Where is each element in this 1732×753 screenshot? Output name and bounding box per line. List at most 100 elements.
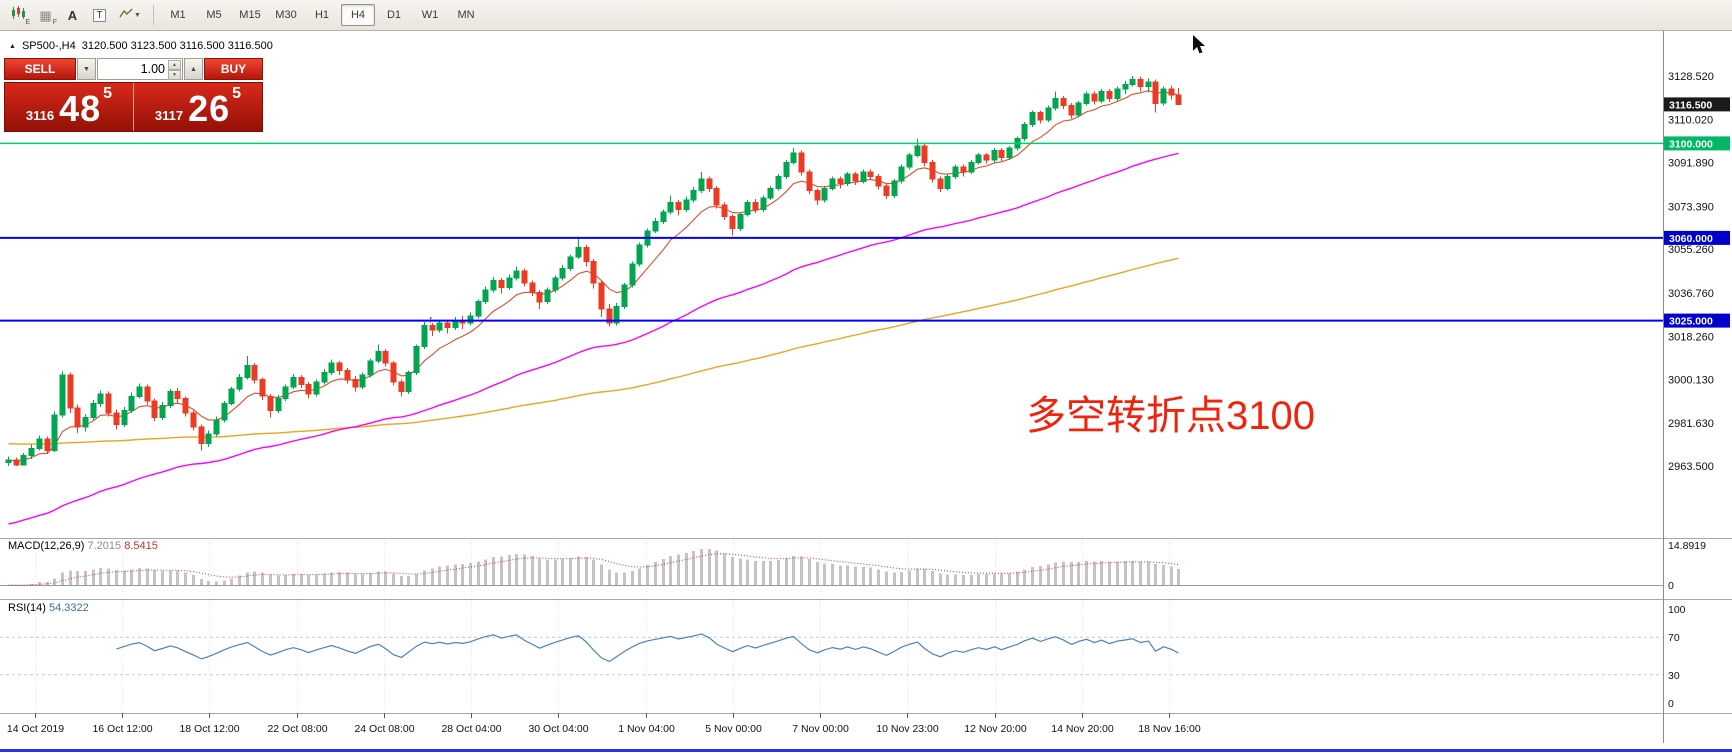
- candle-body: [752, 202, 759, 211]
- candle-body: [1175, 94, 1182, 105]
- svg-text:3073.390: 3073.390: [1668, 201, 1714, 213]
- svg-text:14.8919: 14.8919: [1668, 540, 1706, 552]
- candle-body: [798, 152, 805, 173]
- candle-body: [567, 256, 574, 270]
- svg-text:14 Nov 20:00: 14 Nov 20:00: [1051, 723, 1114, 735]
- time-axis[interactable]: 14 Oct 2019 16 Oct 12:00 18 Oct 12:00 22 Oc…: [7, 713, 1201, 735]
- candle-body: [1129, 79, 1136, 85]
- candle-body: [413, 346, 420, 374]
- candle-body: [929, 161, 936, 180]
- candle-body: [236, 376, 243, 390]
- svg-text:3100.000: 3100.000: [1669, 138, 1713, 150]
- candle-body: [983, 154, 990, 161]
- candle-body: [190, 412, 197, 428]
- candle-body: [167, 391, 174, 407]
- price-chart-canvas[interactable]: ↑ 3128.520 3110.020 3091.890 3073.390 3055.26…: [0, 31, 1732, 753]
- timeframe-button-W1[interactable]: W1: [421, 9, 439, 21]
- macd-name: MACD(12,26,9): [8, 540, 85, 552]
- svg-text:3091.890: 3091.890: [1668, 158, 1714, 170]
- price-tag-3116.5: [1664, 97, 1730, 112]
- candle-body: [367, 360, 374, 376]
- candle-body: [97, 393, 104, 404]
- candle-body: [721, 204, 728, 218]
- price-axis[interactable]: 3128.520 3110.020 3091.890 3073.390 3055.260…: [1668, 71, 1714, 710]
- candle-body: [467, 315, 474, 324]
- sell-button[interactable]: SELL: [4, 58, 76, 80]
- symbol-header: ▲ SP500-,H4 3120.500 3123.500 3116.500 3…: [9, 40, 273, 52]
- volume-stepper-down[interactable]: ▼: [77, 58, 96, 80]
- candle-body: [305, 384, 312, 395]
- svg-text:3128.520: 3128.520: [1668, 71, 1714, 83]
- timeframe-button-D1[interactable]: D1: [386, 9, 402, 21]
- svg-text:12 Nov 20:00: 12 Nov 20:00: [964, 723, 1027, 735]
- candle-body: [559, 268, 566, 279]
- timeframe-button-M30[interactable]: M30: [275, 9, 297, 21]
- spinner-up-icon[interactable]: ▲: [168, 60, 181, 70]
- candle-body: [775, 176, 782, 189]
- timeframe-button-M1[interactable]: M1: [170, 9, 186, 21]
- candle-body: [205, 433, 212, 445]
- sell-price-tile[interactable]: 3116 48 5: [5, 83, 133, 131]
- timeframe-button-H4[interactable]: H4: [341, 4, 375, 26]
- spinner-down-icon[interactable]: ▼: [168, 70, 181, 80]
- macd-pane-label: MACD(12,26,9) 7.2015 8.5415: [8, 540, 158, 552]
- candle-body: [783, 161, 790, 178]
- candle-body: [198, 426, 205, 444]
- font-tool-button[interactable]: A: [60, 4, 85, 26]
- chart-candles-button[interactable]: E: [6, 4, 31, 26]
- candle-body: [998, 150, 1005, 159]
- candle-body: [944, 176, 951, 189]
- candle-body: [867, 171, 874, 178]
- timeframe-button-M15[interactable]: M15: [239, 9, 261, 21]
- price-tag-3025: [1664, 313, 1730, 328]
- candle-body: [790, 152, 797, 163]
- volume-input[interactable]: 1.00 ▲ ▼: [97, 58, 183, 80]
- candle-body: [636, 244, 643, 265]
- timeframe-button-M5[interactable]: M5: [206, 9, 222, 21]
- candle-body: [660, 211, 667, 222]
- candle-body: [590, 261, 597, 284]
- candle-body: [475, 301, 482, 317]
- arrow-up-object[interactable]: ↑: [428, 314, 434, 326]
- candle-body: [852, 173, 859, 182]
- timeframe-button-H1[interactable]: H1: [314, 9, 330, 21]
- volume-stepper-up[interactable]: ▲: [184, 58, 203, 80]
- candle-body: [613, 306, 620, 324]
- candle-body: [244, 365, 251, 378]
- grid-button[interactable]: ▦ F: [33, 4, 58, 27]
- price-tags: 3116.500 3100.000 3060.000 3025.000: [1664, 97, 1730, 328]
- candle-body: [575, 246, 582, 258]
- candle-body: [952, 166, 959, 177]
- candle-body: [1122, 83, 1129, 90]
- candle-body: [136, 386, 143, 397]
- zigzag-tool-button[interactable]: ▼: [114, 4, 146, 26]
- candle-body: [221, 402, 228, 421]
- candle-body: [667, 202, 674, 213]
- buy-price-tile[interactable]: 3117 26 5: [133, 83, 262, 131]
- candle-body: [1060, 98, 1067, 107]
- candle-body: [652, 220, 659, 232]
- candle-body: [1083, 93, 1090, 104]
- candle-body: [606, 308, 613, 324]
- candle-body: [1021, 124, 1028, 140]
- svg-text:22 Oct 08:00: 22 Oct 08:00: [267, 723, 327, 735]
- candle-body: [28, 447, 35, 456]
- collapse-arrow-icon[interactable]: ▲: [9, 42, 16, 50]
- svg-text:30 Oct 04:00: 30 Oct 04:00: [528, 723, 588, 735]
- horizontal-level-lines[interactable]: [0, 142, 1663, 322]
- candle-body: [1168, 88, 1175, 96]
- text-tool-button[interactable]: T: [87, 4, 112, 26]
- svg-text:100: 100: [1668, 604, 1686, 616]
- candle-body: [814, 190, 821, 201]
- timeframe-button-MN[interactable]: MN: [457, 9, 475, 21]
- candle-body: [328, 362, 335, 374]
- candle-body: [975, 154, 982, 163]
- window-bottom-edge: [0, 749, 1732, 752]
- candle-body: [883, 185, 890, 196]
- buy-button[interactable]: BUY: [204, 58, 263, 80]
- candle-body: [67, 374, 74, 409]
- bid-ask-tiles: 3116 48 5 3117 26 5: [4, 82, 263, 132]
- volume-value: 1.00: [140, 62, 165, 76]
- candle-body: [228, 388, 235, 404]
- tool-sub-label: F: [52, 19, 57, 26]
